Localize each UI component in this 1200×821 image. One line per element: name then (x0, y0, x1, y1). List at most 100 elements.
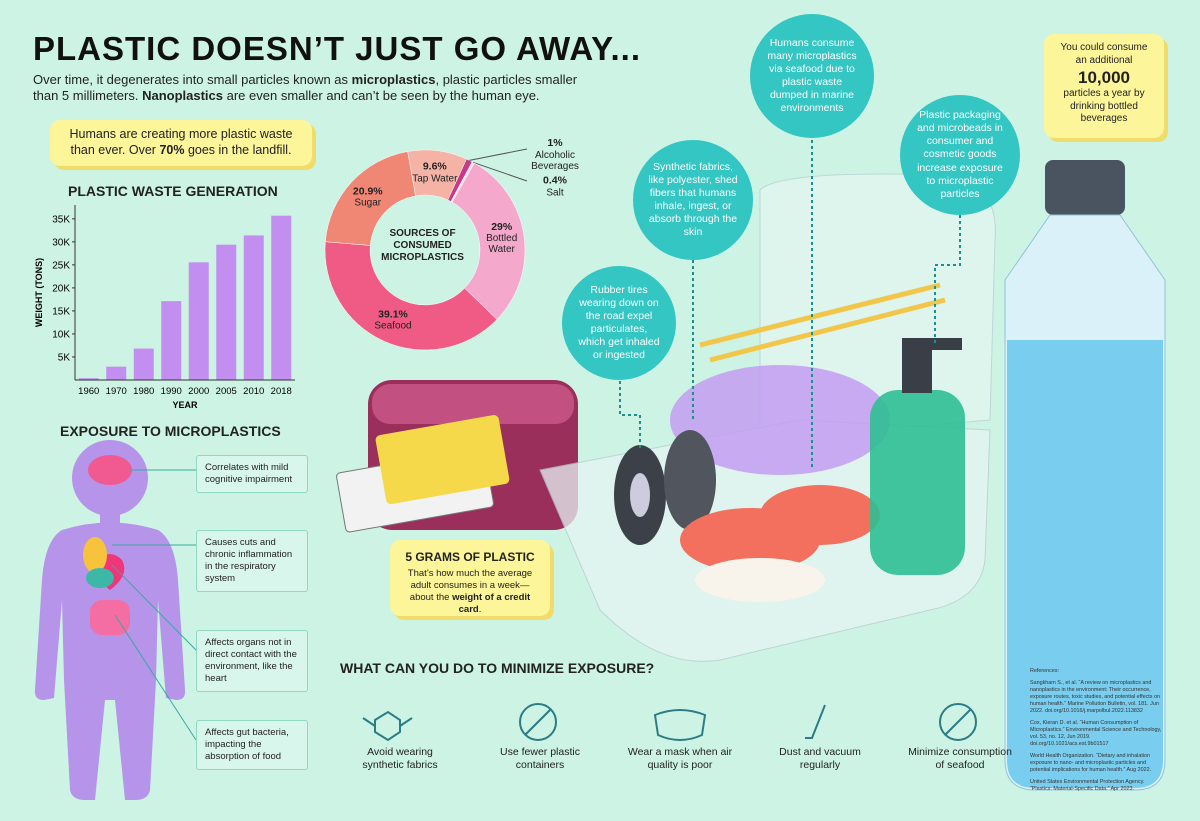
note-figure: 10,000 (1078, 68, 1130, 87)
slice-category-label: Salt (546, 187, 564, 199)
intro-bold: microplastics (351, 72, 436, 87)
credit-card (375, 415, 510, 505)
slice-value-label: 20.9% (352, 185, 383, 198)
chopstick (699, 282, 941, 348)
y-axis-label: WEIGHT (TONS) (34, 258, 44, 327)
connector (619, 375, 641, 450)
bar (78, 378, 99, 380)
slice-value-label: 0.4% (543, 174, 567, 187)
bottle-note: You could consume an additional 10,000 par… (1044, 34, 1164, 138)
icon-fabric (362, 710, 413, 742)
references: References: Sangkham S., et al. “A revie… (1030, 668, 1165, 798)
y-tick-label: 30K (52, 237, 70, 248)
x-tick-label: 2018 (271, 386, 292, 397)
reference: Sangkham S., et al. “A review on micropl… (1030, 680, 1160, 715)
bar (243, 235, 264, 380)
x-tick-label: 2010 (243, 386, 264, 397)
slice-label: 29% Bottled Water (472, 222, 532, 256)
landfill-note: Humans are creating more plastic waste t… (50, 120, 312, 166)
wallet-flap (372, 384, 574, 424)
bubble-connectors (619, 140, 961, 470)
sushi-fish (760, 485, 880, 545)
y-tick-label: 5K (58, 352, 71, 363)
references-title: References: (1030, 668, 1060, 674)
minimize-title: WHAT CAN YOU DO TO MINIMIZE EXPOSURE? (340, 660, 655, 676)
intro-bold: Nanoplastics (142, 88, 224, 104)
bar (216, 244, 237, 380)
body (34, 522, 186, 800)
bar (133, 348, 154, 380)
icon-slash (524, 708, 552, 736)
note-text: That’s how much the average adult consum… (407, 568, 533, 603)
slice-category-label: Alcoholic Beverages (531, 149, 579, 172)
connector (114, 614, 197, 741)
x-axis-label: YEAR (172, 400, 198, 410)
brain (88, 455, 132, 485)
reference: Cox, Kieran D. et al. “Human Consumption… (1030, 720, 1162, 748)
note-bold: weight of a credit card (452, 591, 531, 615)
x-tick-label: 1990 (161, 386, 182, 397)
connector (934, 215, 961, 345)
bar (106, 366, 127, 380)
tire-hub (630, 473, 650, 517)
action: Avoid wearing synthetic fabrics (362, 746, 438, 771)
y-tick-label: 15K (52, 306, 70, 317)
note-text: . (478, 603, 482, 615)
donut-slice (451, 162, 526, 320)
x-tick-label: 1970 (106, 386, 127, 397)
bar (188, 262, 209, 380)
y-tick-label: 20K (52, 283, 70, 294)
y-tick-label: 25K (52, 260, 70, 271)
intro-text: Over time, it degenerates into small par… (33, 72, 352, 87)
slice-category-label: Sugar (354, 198, 382, 210)
slice-value-label: 9.6% (422, 160, 447, 173)
title: PLASTIC DOESN’T JUST GO AWAY... (33, 30, 641, 67)
sushi-rice (695, 558, 825, 602)
chopstick (709, 297, 946, 363)
charts: 5K 10K 15K 20K 25K 30K 35K 1960 1970 1980 1990 2000… (34, 148, 528, 410)
note-text: You could consume an additional (1060, 42, 1148, 66)
bubble: Rubber tires wearing down on the road ex… (562, 266, 676, 380)
leader-line (473, 161, 528, 182)
slice-label: 1% Alcoholic Beverages (525, 138, 585, 172)
tire (664, 430, 716, 530)
intro-text: are even smaller and can’t be seen by th… (223, 88, 540, 104)
note-title: 5 GRAMS OF PLASTIC (405, 550, 535, 564)
slice-category-label: Seafood (374, 320, 412, 332)
slice-label: 39.1% Seafood (374, 309, 411, 332)
bar (271, 215, 292, 380)
connector (111, 564, 197, 651)
x-tick-label: 2000 (188, 386, 209, 397)
slice-value-label: 29% (491, 221, 513, 234)
exposure-title: EXPOSURE TO MICROPLASTICS (60, 423, 281, 439)
effect: Affects gut bacteria, impacting the abso… (196, 720, 308, 770)
slice-label: 0.4% Salt (543, 174, 567, 199)
fabric-yarn (670, 365, 890, 475)
intro: Over time, it degenerates into small par… (33, 72, 593, 105)
donut-title: SOURCES OF CONSUMED MICROPLASTICS (381, 228, 464, 263)
slice-label: 20.9% Sugar (353, 186, 383, 209)
donut-slice (325, 151, 416, 246)
note-bold: 70% (159, 143, 185, 158)
action: Dust and vacuum regularly (779, 746, 861, 771)
y-tick-label: 35K (52, 214, 70, 225)
soap-bottle (870, 390, 965, 575)
intestine (90, 600, 130, 635)
icon-slash (944, 708, 972, 736)
x-tick-label: 1980 (133, 386, 154, 397)
effect: Affects organs not in direct contact wit… (196, 630, 308, 692)
icon-fish (939, 703, 977, 741)
icon-vacuum (805, 704, 826, 739)
soap-pump (902, 345, 932, 393)
bubble: Plastic packaging and microbeads in cons… (900, 95, 1020, 215)
action-icons (362, 703, 977, 742)
icon-container (519, 703, 557, 741)
action: Wear a mask when air quality is poor (627, 746, 733, 771)
icon-mask (653, 709, 707, 741)
bar (161, 301, 182, 380)
bubble: Synthetic fabrics, like polyester, shed … (633, 140, 753, 260)
liver (86, 568, 114, 588)
bottle-water (1007, 340, 1163, 788)
note-text: Humans are creating more plastic waste t… (69, 127, 293, 158)
